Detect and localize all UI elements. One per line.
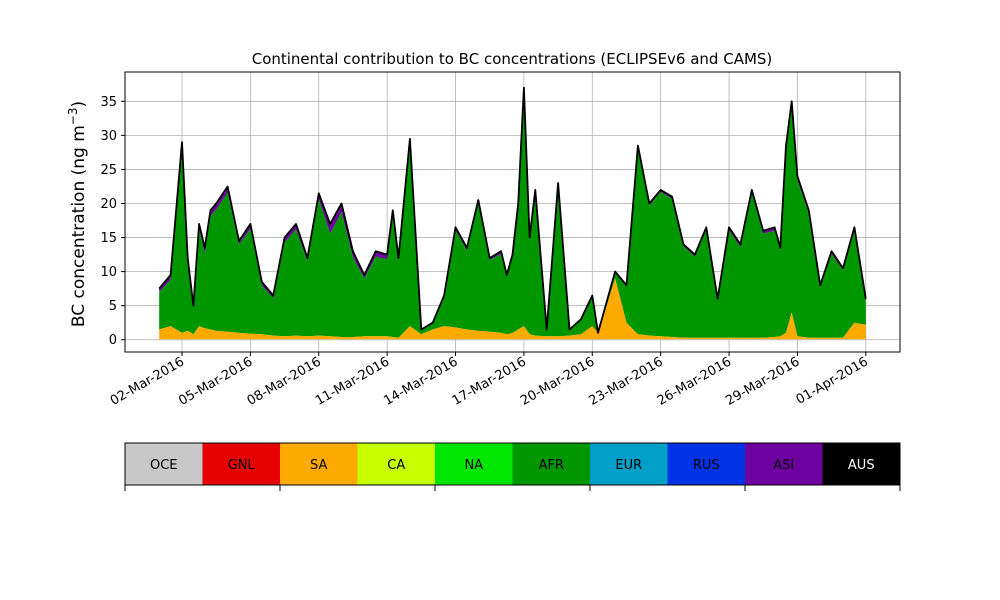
y-tick-label: 30 bbox=[100, 129, 117, 144]
x-tick-label: 11-Mar-2016 bbox=[313, 354, 392, 408]
y-axis-label-exponent: −3 bbox=[66, 107, 80, 125]
legend-label-asi: ASI bbox=[773, 458, 794, 473]
legend-label-gnl: GNL bbox=[228, 458, 256, 473]
x-tick-label: 17-Mar-2016 bbox=[450, 354, 529, 408]
legend-swatch-ca bbox=[357, 443, 435, 485]
y-tick-label: 20 bbox=[100, 197, 117, 212]
y-tick-label: 15 bbox=[100, 231, 117, 246]
y-axis-label-main: BC concentration (ng m bbox=[69, 125, 89, 327]
plot-frame bbox=[124, 71, 901, 353]
y-tick-label: 0 bbox=[109, 333, 117, 348]
area-afr bbox=[159, 91, 866, 338]
x-tick-label: 05-Mar-2016 bbox=[176, 354, 255, 408]
x-tick-label: 02-Mar-2016 bbox=[108, 354, 187, 408]
x-tick-label: 01-Apr-2016 bbox=[794, 354, 871, 407]
legend-label-eur: EUR bbox=[615, 458, 642, 473]
legend-swatch-gnl bbox=[202, 443, 280, 485]
legend-swatch-sa bbox=[280, 443, 358, 485]
legend-swatch-na bbox=[435, 443, 513, 485]
colorbar-legend: OCE GNL SA CA NA AFR EUR RUS ASI AUS bbox=[124, 442, 901, 491]
legend-label-aus: AUS bbox=[848, 458, 875, 473]
plot-areas bbox=[158, 86, 867, 341]
y-tick-label: 5 bbox=[109, 299, 117, 314]
x-tick-label: 20-Mar-2016 bbox=[518, 354, 597, 408]
legend-swatch-eur bbox=[590, 443, 668, 485]
y-tick-label: 25 bbox=[100, 163, 117, 178]
legend-swatch-oce bbox=[125, 443, 203, 485]
total-line bbox=[158, 86, 867, 334]
legend-swatch-afr bbox=[512, 443, 590, 485]
x-tick-label: 23-Mar-2016 bbox=[587, 354, 666, 408]
chart-title: Continental contribution to BC concentra… bbox=[252, 50, 773, 68]
x-tick-label: 26-Mar-2016 bbox=[655, 354, 734, 408]
y-tick-label: 10 bbox=[100, 265, 117, 280]
x-tick-label: 08-Mar-2016 bbox=[245, 354, 324, 408]
x-tick-label: 14-Mar-2016 bbox=[381, 354, 460, 408]
y-axis-label: BC concentration (ng m−3) bbox=[66, 101, 89, 327]
legend-swatch-rus bbox=[667, 443, 745, 485]
legend-frame bbox=[124, 442, 901, 486]
legend-swatch-asi bbox=[745, 443, 823, 485]
x-tick-label: 29-Mar-2016 bbox=[723, 354, 802, 408]
y-axis-label-close: ) bbox=[69, 101, 89, 108]
legend-swatch-aus bbox=[822, 443, 900, 485]
legend-label-sa: SA bbox=[310, 458, 327, 473]
area-sa bbox=[159, 278, 866, 340]
legend-label-oce: OCE bbox=[150, 458, 178, 473]
y-tick-label: 35 bbox=[100, 95, 117, 110]
legend-label-na: NA bbox=[464, 458, 483, 473]
legend-label-afr: AFR bbox=[539, 458, 564, 473]
legend-label-rus: RUS bbox=[693, 458, 720, 473]
legend-label-ca: CA bbox=[387, 458, 405, 473]
